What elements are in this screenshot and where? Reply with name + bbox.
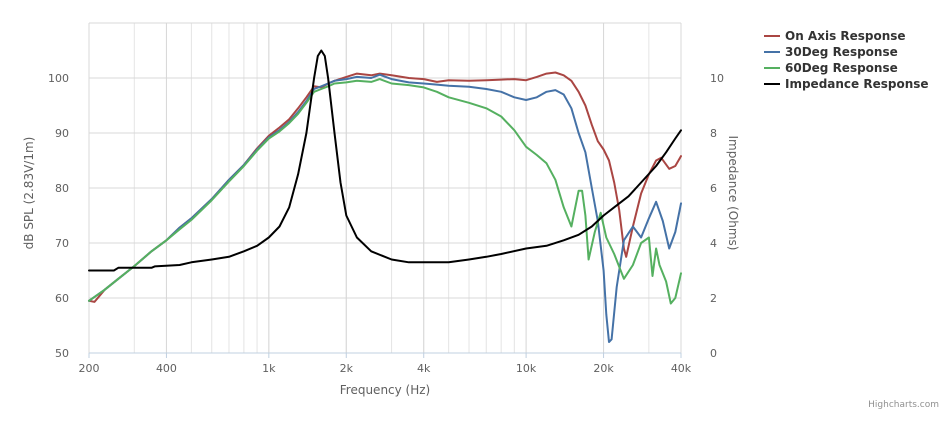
y2-tick-label: 2 [710, 292, 717, 305]
x-tick-label: 400 [156, 362, 177, 375]
legend-item-60deg[interactable]: 60Deg Response [764, 60, 929, 76]
y-tick-label: 60 [55, 292, 69, 305]
legend-label: 30Deg Response [785, 45, 898, 59]
legend-swatch [764, 83, 780, 85]
major-gridlines [88, 22, 682, 354]
legend-swatch [764, 35, 780, 37]
y2-tick-label: 0 [710, 347, 717, 360]
credits-link[interactable]: Highcharts.com [868, 400, 939, 410]
series-line-impedance-response[interactable] [88, 49, 682, 272]
x-tick-label: 20k [593, 362, 614, 375]
x-tick-label: 1k [262, 362, 276, 375]
y-tick-label: 100 [48, 72, 69, 85]
y2-tick-label: 4 [710, 237, 717, 250]
legend-item-on-axis[interactable]: On Axis Response [764, 28, 929, 44]
x-tick-label: 4k [417, 362, 431, 375]
legend: On Axis Response 30Deg Response 60Deg Re… [764, 28, 929, 92]
legend-swatch [764, 51, 780, 53]
x-tick-label: 10k [516, 362, 537, 375]
legend-label: On Axis Response [785, 29, 906, 43]
series-line-30deg-response[interactable] [88, 73, 682, 343]
y2-axis-title: Impedance (Ohms) [726, 136, 740, 251]
x-axis-title: Frequency (Hz) [340, 383, 431, 397]
series-lines[interactable] [88, 49, 682, 343]
x-tick-label: 200 [79, 362, 100, 375]
series-line-60deg-response[interactable] [88, 78, 682, 305]
y-axis-title: dB SPL (2.83V/1m) [22, 137, 36, 250]
legend-item-30deg[interactable]: 30Deg Response [764, 44, 929, 60]
x-tick-labels: 200 400 1k 2k 4k 10k 20k 40k [79, 353, 692, 375]
x-tick-label: 40k [671, 362, 692, 375]
legend-label: 60Deg Response [785, 61, 898, 75]
y-tick-label: 70 [55, 237, 69, 250]
y2-tick-labels: 0 2 4 6 8 10 [710, 72, 724, 360]
y-tick-label: 50 [55, 347, 69, 360]
x-tick-label: 2k [340, 362, 354, 375]
legend-item-impedance[interactable]: Impedance Response [764, 76, 929, 92]
legend-swatch [764, 67, 780, 69]
y2-tick-label: 6 [710, 182, 717, 195]
y-tick-label: 80 [55, 182, 69, 195]
y2-tick-label: 10 [710, 72, 724, 85]
y-tick-label: 90 [55, 127, 69, 140]
y-tick-labels: 50 60 70 80 90 100 [48, 72, 69, 360]
legend-label: Impedance Response [785, 77, 929, 91]
y2-tick-label: 8 [710, 127, 717, 140]
